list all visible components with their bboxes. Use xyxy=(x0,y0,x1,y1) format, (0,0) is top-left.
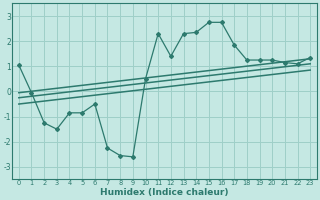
X-axis label: Humidex (Indice chaleur): Humidex (Indice chaleur) xyxy=(100,188,229,197)
